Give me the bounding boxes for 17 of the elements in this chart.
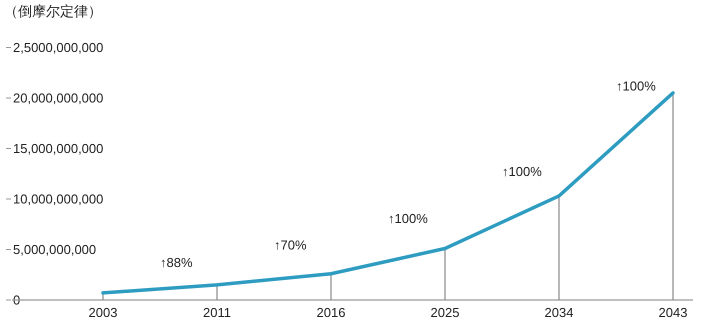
ytick: 2,5000,000,000 — [13, 40, 104, 55]
annotation: ↑100% — [616, 78, 656, 94]
title: （倒摩尔定律） — [4, 3, 102, 19]
annotation: ↑88% — [160, 254, 193, 270]
ytick: 15,000,000,000 — [13, 141, 104, 156]
xtick: 2011 — [203, 305, 231, 320]
xtick: 2034 — [544, 305, 574, 320]
ytick: 20,000,000,000 — [13, 90, 104, 106]
xtick: 2003 — [88, 305, 118, 320]
ytick: 5,000,000,000 — [13, 242, 96, 257]
annotation: ↑100% — [388, 211, 428, 226]
annotation: ↑70% — [274, 237, 307, 252]
xtick: 2016 — [316, 305, 346, 320]
xtick: 2025 — [430, 305, 460, 320]
xtick: 2043 — [658, 305, 688, 320]
ytick: 10,000,000,000 — [13, 192, 104, 206]
annotation: ↑100% — [502, 164, 542, 180]
